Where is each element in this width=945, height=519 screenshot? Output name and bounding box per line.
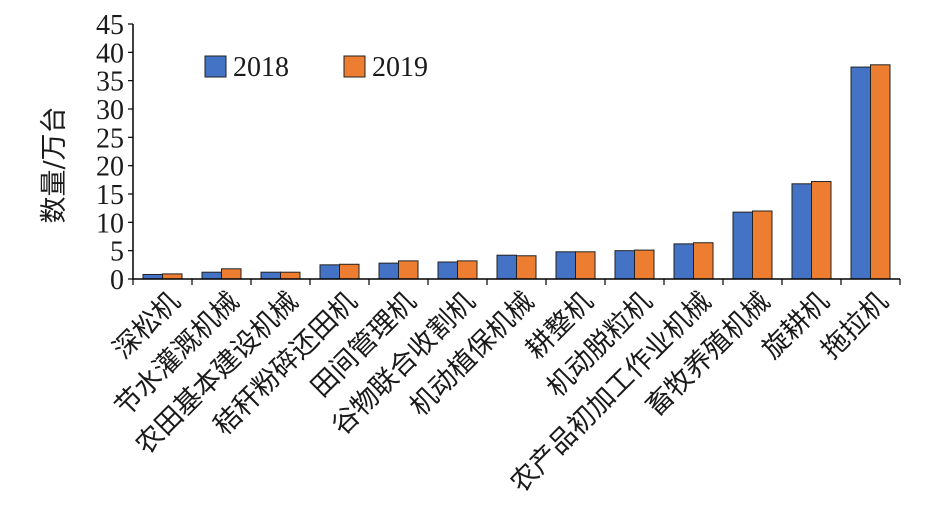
bar-2019-1 xyxy=(162,273,183,280)
legend-swatch-2018 xyxy=(204,55,227,78)
bar-2018-3 xyxy=(260,271,281,280)
bar-2018-2 xyxy=(201,271,222,280)
bar-2019-11 xyxy=(752,210,773,280)
y-tick-label: 25 xyxy=(96,123,124,154)
bar-2019-13 xyxy=(870,64,891,280)
bar-2019-5 xyxy=(398,260,419,280)
y-tick-label: 40 xyxy=(96,38,124,69)
y-tick-label: 10 xyxy=(96,208,124,239)
bar-2019-4 xyxy=(339,263,360,280)
bar-2019-9 xyxy=(634,249,655,280)
y-tick-label: 5 xyxy=(110,237,124,268)
bars-group xyxy=(142,64,891,280)
y-tick-label: 35 xyxy=(96,67,124,98)
legend-label-2018: 2018 xyxy=(233,52,289,83)
y-tick-label: 20 xyxy=(96,152,124,183)
y-tick-label: 30 xyxy=(96,95,124,126)
bar-2019-8 xyxy=(575,251,596,280)
y-tick-label: 45 xyxy=(96,10,124,41)
bar-2018-12 xyxy=(791,183,812,280)
bar-2019-6 xyxy=(457,260,478,280)
axes-group xyxy=(132,24,900,280)
bar-2018-8 xyxy=(555,251,576,280)
y-tick-label: 15 xyxy=(96,180,124,211)
y-tick-label: 0 xyxy=(110,265,124,296)
legend: 2018 2019 xyxy=(204,52,428,83)
x-tick-labels-group: 深松机节水灌溉机械农田基本建设机械秸秆粉碎还田机田间管理机谷物联合收割机机动植保… xyxy=(107,286,894,499)
bar-2018-7 xyxy=(496,254,517,280)
bar-2018-4 xyxy=(319,264,340,280)
bar-2018-9 xyxy=(614,250,635,280)
bar-2018-10 xyxy=(673,243,694,280)
bar-2019-2 xyxy=(221,268,242,280)
x-tick-label: 拖拉机 xyxy=(815,286,894,365)
bar-2019-12 xyxy=(811,181,832,280)
bar-2018-11 xyxy=(732,211,753,280)
bar-2019-10 xyxy=(693,242,714,280)
x-ticks-group xyxy=(132,279,901,285)
legend-swatch-2019 xyxy=(343,55,366,78)
bar-2018-6 xyxy=(437,261,458,280)
bar-2019-7 xyxy=(516,255,537,280)
bar-2019-3 xyxy=(280,271,301,280)
legend-label-2019: 2019 xyxy=(372,52,428,83)
bar-2018-13 xyxy=(850,66,871,280)
y-axis-title: 数量/万台 xyxy=(39,106,70,223)
x-tick-label: 旋耕机 xyxy=(756,286,835,365)
bar-2018-5 xyxy=(378,262,399,280)
